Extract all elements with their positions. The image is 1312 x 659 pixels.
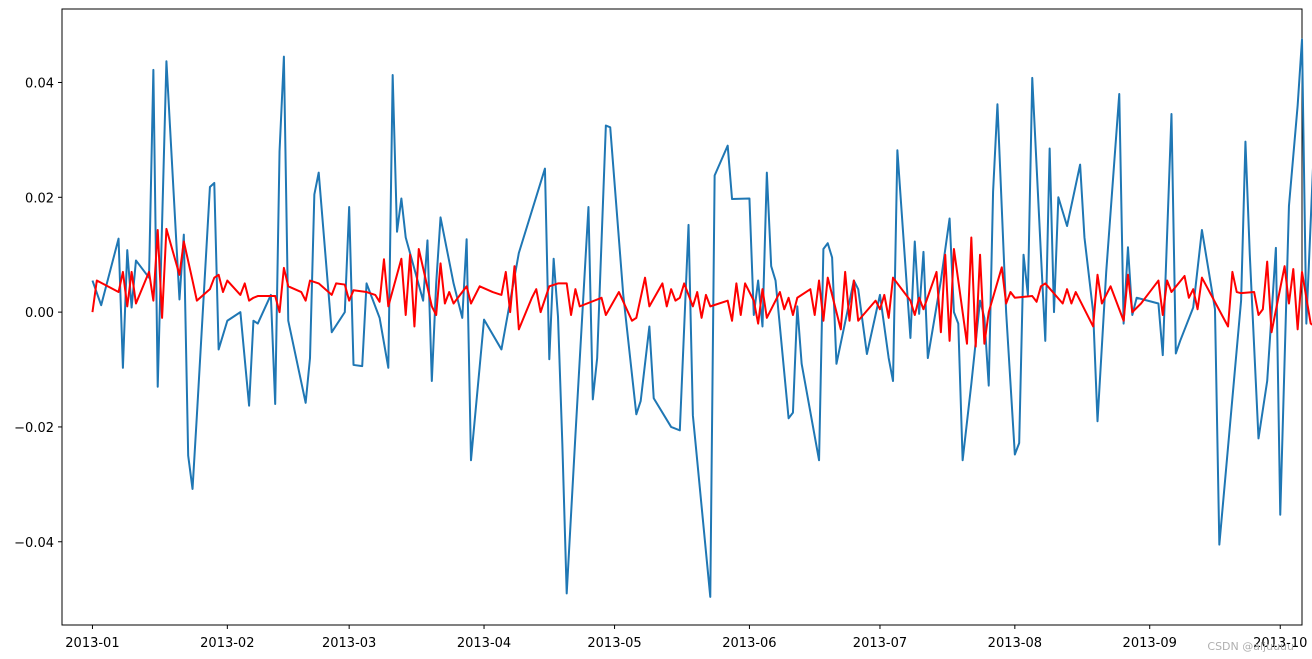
x-tick-label: 2013-08 bbox=[988, 636, 1042, 651]
plot-frame bbox=[61, 8, 1303, 626]
y-tick-label: −0.04 bbox=[14, 536, 54, 551]
x-tick-label: 2013-10 bbox=[1253, 636, 1307, 651]
x-axis: 2013-01 2013-02 2013-03 2013-04 2013-05 2013-… bbox=[65, 625, 1307, 651]
y-tick-label: 0.04 bbox=[25, 76, 54, 91]
series-line-red bbox=[91, 227, 1312, 348]
x-tick-label: 2013-06 bbox=[722, 636, 776, 651]
x-tick-label: 2013-04 bbox=[457, 636, 511, 651]
x-tick-label: 2013-02 bbox=[200, 636, 254, 651]
watermark: CSDN @aljuuuu bbox=[1207, 640, 1294, 653]
x-tick-label: 2013-01 bbox=[65, 636, 119, 651]
series-line-blue bbox=[91, 38, 1312, 598]
x-tick-label: 2013-07 bbox=[853, 636, 907, 651]
x-tick-label: 2013-05 bbox=[587, 636, 641, 651]
y-tick-label: 0.00 bbox=[25, 306, 54, 321]
y-tick-label: −0.02 bbox=[14, 421, 54, 436]
y-axis: −0.04 −0.02 0.00 0.02 0.04 bbox=[14, 76, 62, 551]
x-tick-label: 2013-09 bbox=[1123, 636, 1177, 651]
x-tick-label: 2013-03 bbox=[322, 636, 376, 651]
series-layer bbox=[91, 38, 1312, 598]
y-tick-label: 0.02 bbox=[25, 191, 54, 206]
